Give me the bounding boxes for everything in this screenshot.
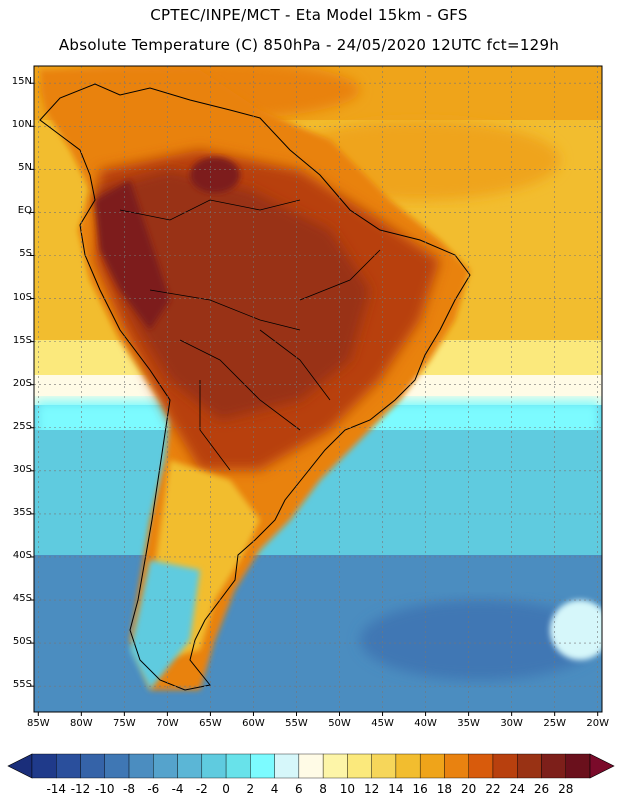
colorbar-label: 28	[558, 782, 574, 796]
colorbar-swatch	[371, 753, 397, 779]
lon-label: 65W	[199, 718, 222, 729]
colorbar-under-triangle	[7, 753, 33, 779]
lat-label: 15S	[12, 334, 32, 346]
lat-label: 50S	[12, 636, 32, 648]
lon-label: 25W	[543, 718, 566, 729]
lon-label: 50W	[328, 718, 351, 729]
colorbar-swatch	[31, 753, 57, 779]
colorbar-label: -8	[123, 782, 136, 796]
lon-label: 55W	[285, 718, 308, 729]
lon-label: 35W	[457, 718, 480, 729]
colorbar-swatch	[80, 753, 105, 779]
colorbar-swatch	[128, 753, 154, 779]
colorbar-label: 0	[222, 782, 230, 796]
lat-label: 30S	[12, 463, 32, 475]
colorbar-swatch	[56, 753, 81, 779]
coastline	[39, 83, 471, 691]
colorbar-label: 8	[319, 782, 327, 796]
colorbar-swatch	[565, 753, 591, 779]
colorbar-swatch	[177, 753, 203, 779]
lat-label: 10S	[12, 291, 32, 303]
colorbar-label: 20	[461, 782, 477, 796]
colorbar-swatch	[201, 753, 227, 779]
colorbar-swatch	[274, 753, 300, 779]
colorbar-label: 12	[364, 782, 380, 796]
colorbar-swatch	[517, 753, 542, 779]
colorbar-swatch	[444, 753, 469, 779]
map-frame	[33, 65, 603, 713]
lon-label: 60W	[242, 718, 265, 729]
lat-label: 35S	[12, 506, 32, 518]
colorbar-swatch	[250, 753, 275, 779]
colorbar-swatch	[347, 753, 372, 779]
lat-label: 15N	[11, 76, 32, 88]
colorbar-label: -10	[94, 782, 115, 796]
colorbar-swatch	[468, 753, 494, 779]
colorbar-label: -14	[46, 782, 67, 796]
colorbar-label: 4	[270, 782, 279, 796]
colorbar-swatch	[395, 753, 421, 779]
colorbar-label: -4	[171, 782, 184, 796]
colorbar-label: -6	[147, 782, 160, 796]
colorbar	[7, 753, 615, 779]
temperature-field	[34, 66, 602, 712]
title-line-2: Absolute Temperature (C) 850hPa - 24/05/…	[58, 36, 560, 54]
lat-label: 40S	[12, 549, 32, 561]
colorbar-over-triangle	[589, 753, 615, 779]
colorbar-label: 26	[533, 782, 550, 796]
colorbar-label: 18	[436, 782, 453, 796]
colorbar-label: 10	[339, 782, 356, 796]
colorbar-swatch	[104, 753, 130, 779]
lat-label: 20S	[12, 377, 32, 389]
lat-label: EQ	[17, 205, 32, 217]
colorbar-swatch	[153, 753, 178, 779]
colorbar-swatch	[225, 753, 251, 779]
colorbar-label: 2	[246, 782, 255, 796]
colorbar-label: 24	[509, 782, 525, 796]
lat-label: 55S	[12, 679, 32, 691]
lon-label: 80W	[70, 718, 93, 729]
colorbar-label: -2	[195, 782, 208, 796]
colorbar-swatch	[492, 753, 518, 779]
lon-label: 45W	[371, 718, 394, 729]
lon-label: 75W	[113, 718, 136, 729]
lon-label: 70W	[156, 718, 179, 729]
lat-label: 5N	[18, 162, 32, 174]
country-borders	[119, 199, 381, 471]
colorbar-swatch	[322, 753, 348, 779]
colorbar-label: 6	[295, 782, 303, 796]
title-line-1: CPTEC/INPE/MCT - Eta Model 15km - GFS	[150, 6, 468, 24]
lat-label: 10N	[11, 119, 32, 131]
lon-label: 40W	[414, 718, 437, 729]
colorbar-swatch	[419, 753, 445, 779]
colorbar-swatch	[298, 753, 324, 779]
lat-label: 45S	[12, 593, 32, 605]
lon-label: 20W	[586, 718, 609, 729]
colorbar-label: 22	[485, 782, 501, 796]
colorbar-label: 16	[412, 782, 428, 796]
lon-label: 30W	[500, 718, 523, 729]
lat-label: 25S	[12, 420, 32, 432]
colorbar-swatch	[541, 753, 566, 779]
colorbar-label: -12	[70, 782, 91, 796]
lon-label: 85W	[26, 718, 50, 729]
lat-label: 5S	[19, 248, 32, 260]
colorbar-label: 14	[388, 782, 404, 796]
